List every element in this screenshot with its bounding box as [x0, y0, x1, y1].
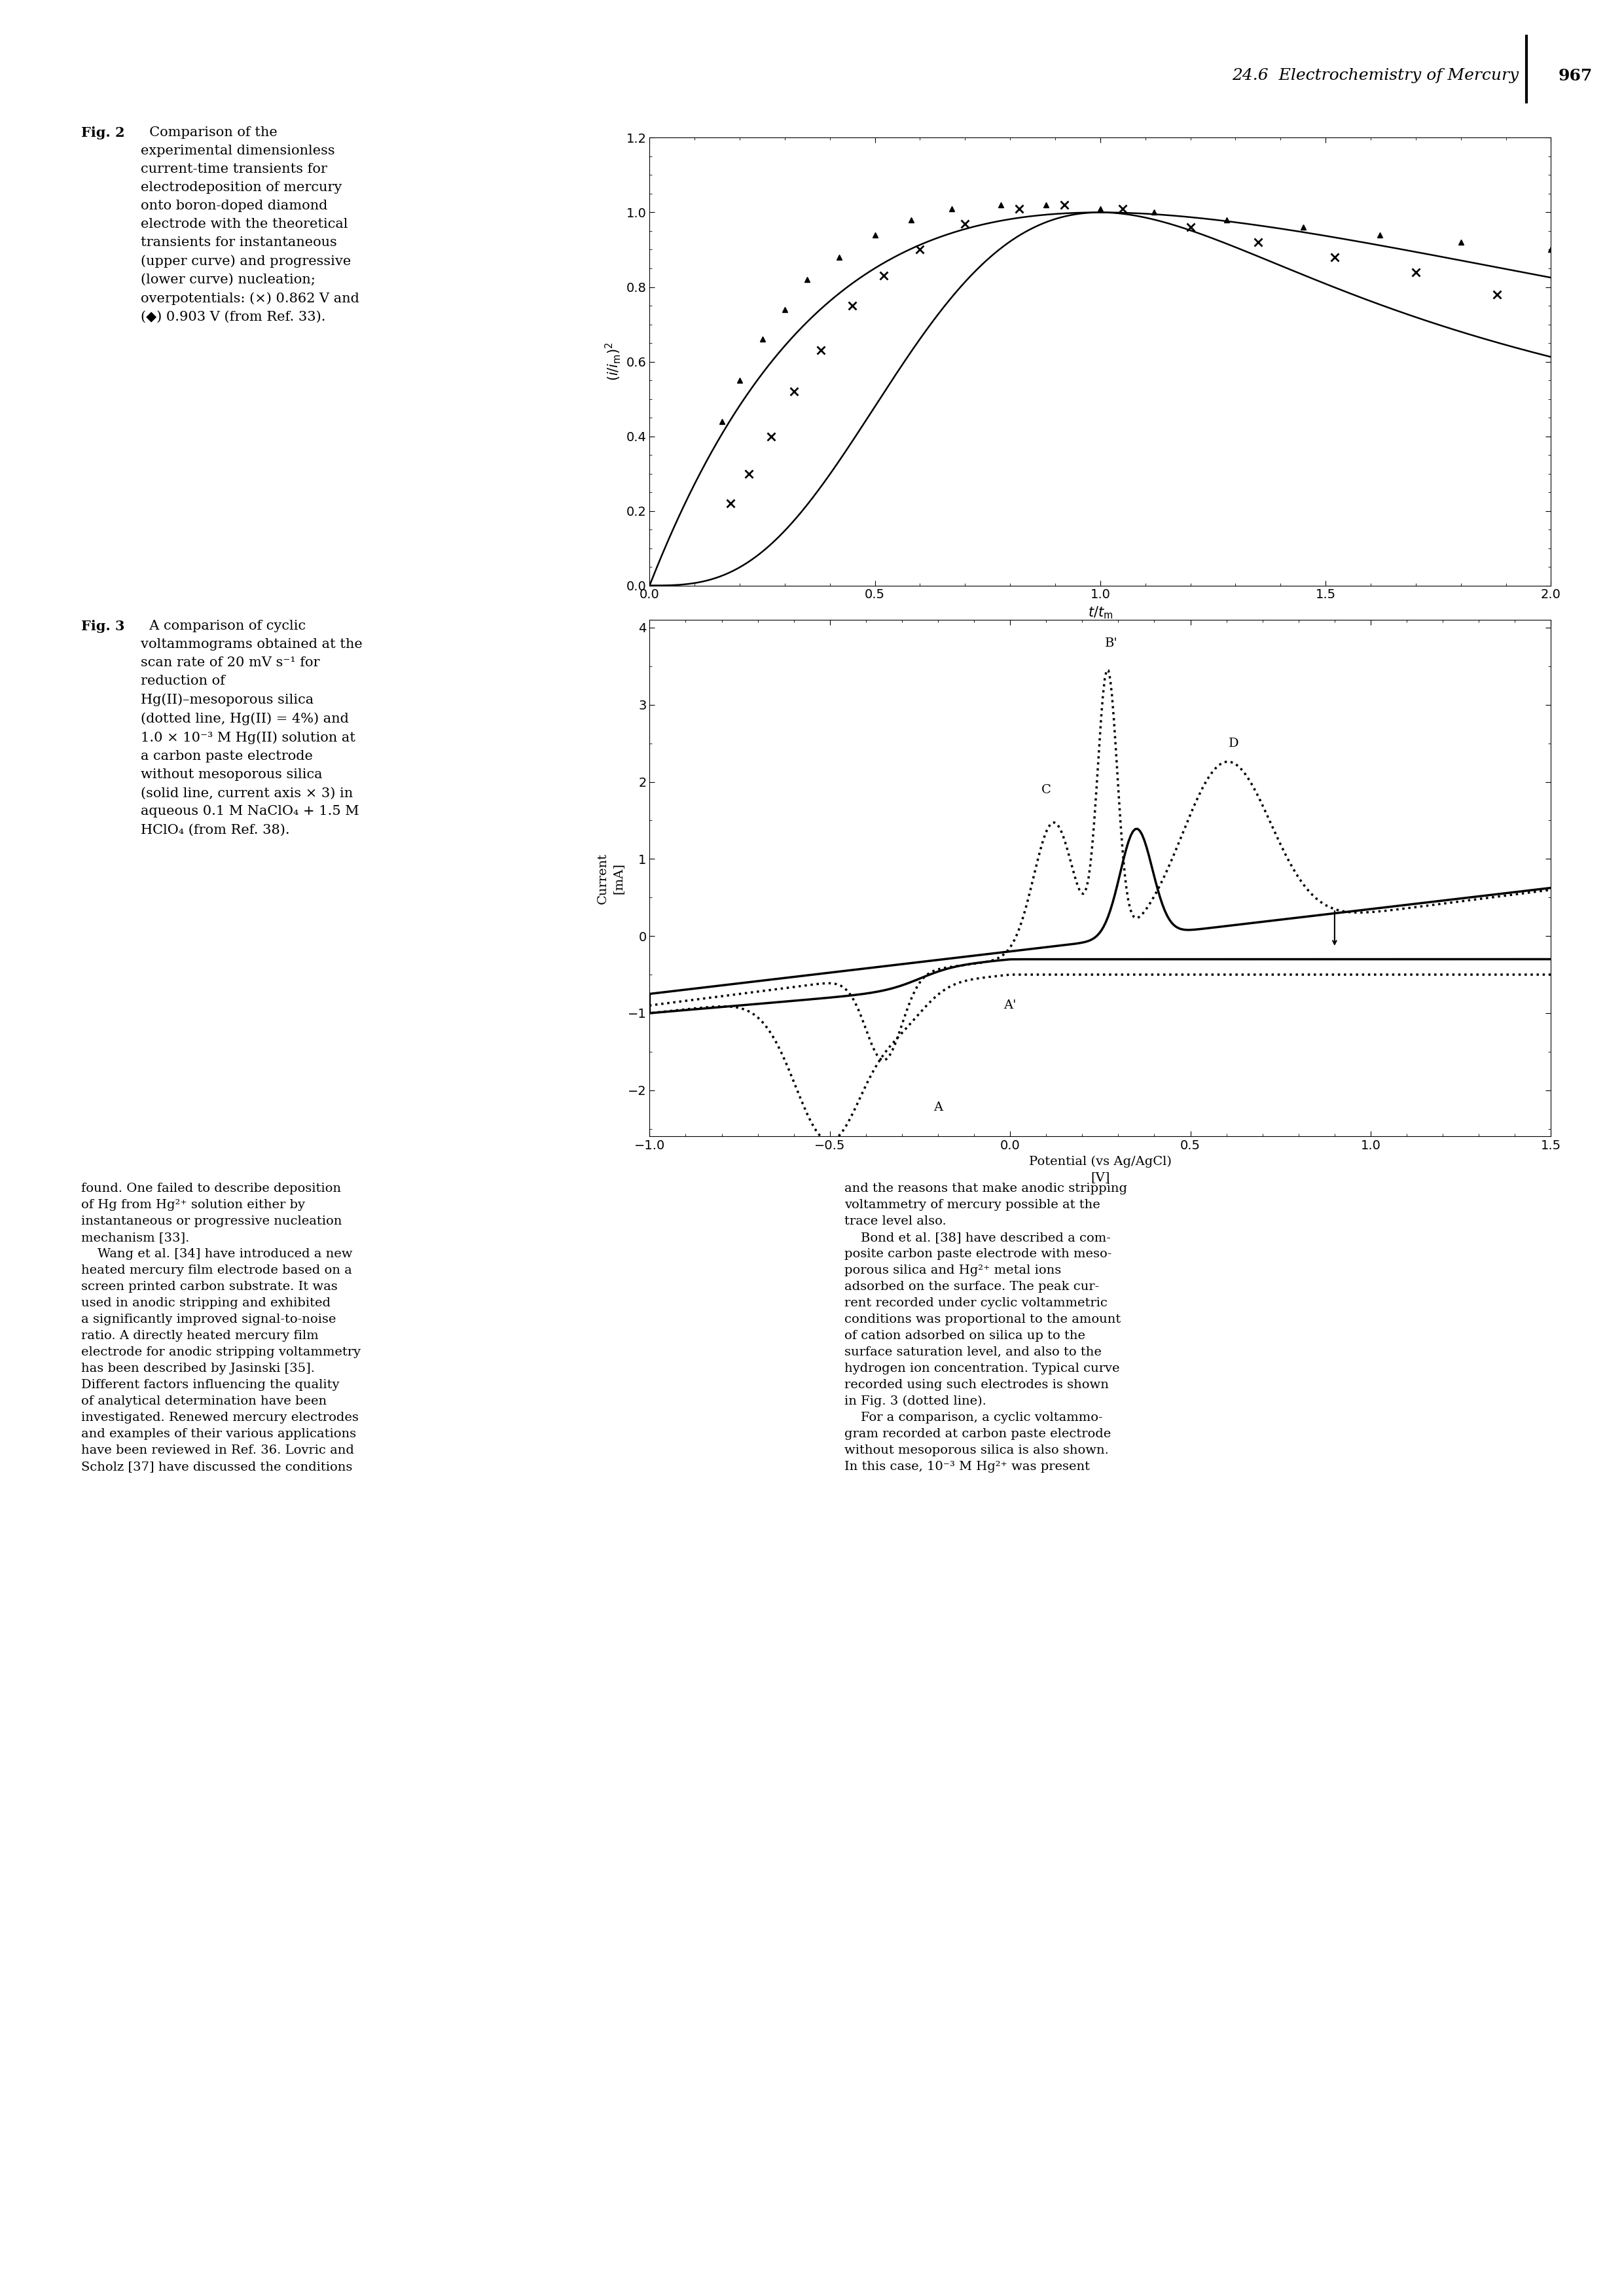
Text: Fig. 3: Fig. 3 — [81, 620, 125, 634]
Text: B': B' — [1104, 638, 1117, 650]
Text: 967: 967 — [1557, 69, 1593, 83]
Text: A comparison of cyclic
voltammograms obtained at the
scan rate of 20 mV s⁻¹ for
: A comparison of cyclic voltammograms obt… — [141, 620, 362, 836]
Text: D: D — [1228, 737, 1239, 748]
Text: found. One failed to describe deposition
of Hg from Hg²⁺ solution either by
inst: found. One failed to describe deposition… — [81, 1182, 361, 1472]
Text: A': A' — [1004, 999, 1017, 1010]
Text: Comparison of the
experimental dimensionless
current-time transients for
electro: Comparison of the experimental dimension… — [141, 126, 359, 324]
Y-axis label: $(i/i_{\rm m})^2$: $(i/i_{\rm m})^2$ — [604, 342, 622, 381]
Text: and the reasons that make anodic stripping
voltammetry of mercury possible at th: and the reasons that make anodic strippi… — [844, 1182, 1127, 1472]
X-axis label: $t/t_{\rm m}$: $t/t_{\rm m}$ — [1088, 604, 1112, 620]
Text: A: A — [934, 1102, 942, 1114]
Text: C: C — [1041, 783, 1051, 797]
Y-axis label: Current
[mA]: Current [mA] — [596, 852, 624, 905]
Text: Fig. 2: Fig. 2 — [81, 126, 125, 140]
X-axis label: Potential (vs Ag/AgCl)
[V]: Potential (vs Ag/AgCl) [V] — [1030, 1155, 1171, 1182]
Text: 24.6  Electrochemistry of Mercury: 24.6 Electrochemistry of Mercury — [1231, 69, 1518, 83]
